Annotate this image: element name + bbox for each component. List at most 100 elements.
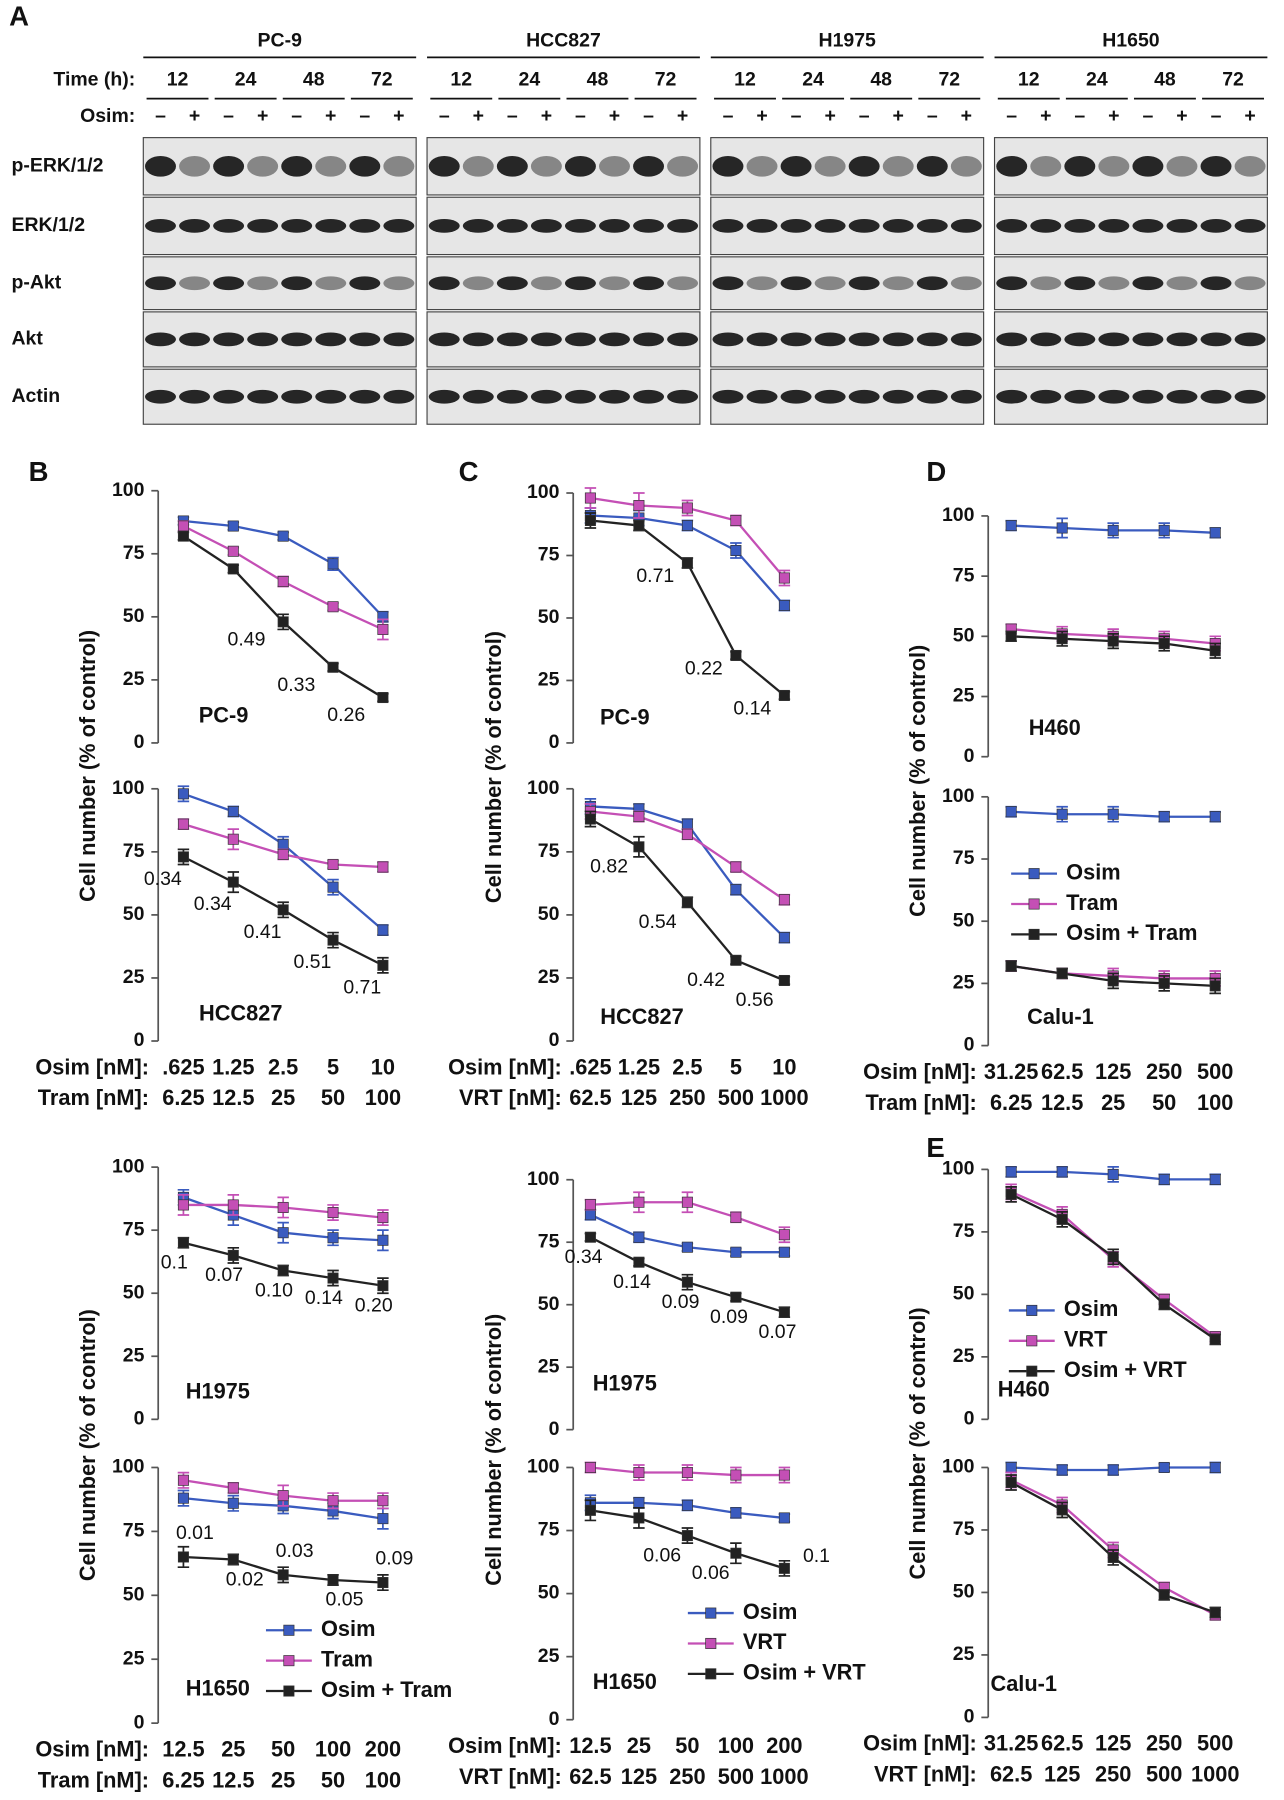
blot-band (633, 276, 665, 291)
blot-band (213, 155, 245, 177)
blot-band (996, 219, 1028, 233)
data-point (1056, 633, 1068, 645)
blot-band (1234, 276, 1266, 291)
blot-band (780, 219, 812, 233)
blot-band (315, 389, 347, 404)
ci-label: 0.06 (643, 1544, 681, 1566)
data-point (778, 1246, 790, 1258)
blot-band (315, 155, 347, 177)
blot-band (1166, 219, 1198, 233)
x-tick-label: 12.5 (1041, 1090, 1083, 1115)
blot-band (996, 276, 1028, 291)
data-point (778, 1562, 790, 1574)
blot-band (916, 219, 948, 233)
blot-band (712, 219, 744, 233)
x-tick-label: 50 (321, 1085, 345, 1110)
blot-band (428, 276, 460, 291)
data-point (584, 1231, 596, 1243)
time-value: 48 (870, 68, 892, 90)
legend-label: Osim (1064, 1296, 1118, 1321)
data-point (377, 1280, 389, 1292)
blot-band (1064, 389, 1096, 404)
x-tick-label: 25 (271, 1085, 295, 1110)
ci-label: 0.1 (161, 1252, 188, 1274)
data-point (584, 1209, 596, 1221)
blot-band (349, 332, 381, 347)
data-point (730, 544, 742, 557)
y-tick-label: 50 (123, 605, 145, 627)
y-tick-label: 100 (112, 1155, 145, 1177)
y-tick-label: 100 (112, 777, 145, 799)
y-tick-label: 0 (134, 1407, 145, 1429)
blot-band (349, 219, 381, 233)
y-tick-label: 100 (942, 785, 975, 807)
data-point (327, 1232, 339, 1244)
data-point (1056, 1166, 1068, 1178)
treatment-sign: – (1006, 105, 1017, 127)
blot-band (1132, 276, 1164, 291)
x-row-label: Osim [nM]: (448, 1054, 562, 1079)
y-tick-label: 100 (527, 777, 560, 799)
data-point (681, 1196, 693, 1208)
blot-band (281, 155, 313, 177)
x-tick-label: 25 (271, 1767, 295, 1792)
time-value: 24 (519, 68, 541, 90)
data-point (584, 492, 596, 504)
blot-band (780, 389, 812, 404)
blot-band (667, 219, 699, 233)
x-tick-label: 250 (1146, 1731, 1182, 1756)
y-tick-label: 75 (123, 840, 145, 862)
cell-line-label: H460 (1029, 715, 1081, 740)
blot-band (383, 332, 415, 347)
x-tick-label: 100 (365, 1085, 401, 1110)
data-point (177, 1237, 189, 1249)
data-point (1158, 1589, 1170, 1601)
treatment-sign: – (507, 105, 518, 127)
blot-band (1166, 276, 1198, 291)
x-row-label: Tram [nM]: (866, 1090, 977, 1115)
y-tick-label: 0 (134, 731, 145, 753)
data-point (1107, 808, 1119, 820)
y-tick-label: 50 (953, 1581, 975, 1603)
data-point (1107, 1551, 1119, 1563)
data-point (377, 861, 389, 873)
blot-band (814, 332, 846, 347)
blot-row-label: ERK/1/2 (11, 214, 85, 236)
blot-band (667, 332, 699, 347)
blot-band (848, 219, 880, 233)
legend-marker (283, 1624, 295, 1636)
data-point (227, 1554, 239, 1566)
time-value: 72 (371, 68, 393, 90)
y-tick-label: 50 (123, 903, 145, 925)
blot-band (281, 332, 313, 347)
blot-band (1064, 332, 1096, 347)
data-point (177, 530, 189, 542)
blot-band (882, 389, 914, 404)
data-point (1209, 527, 1221, 539)
x-tick-label: 100 (365, 1767, 401, 1792)
data-point (327, 1207, 339, 1219)
y-tick-label: 100 (527, 1168, 560, 1190)
time-value: 48 (587, 68, 609, 90)
blot-band (814, 155, 846, 177)
y-tick-label: 25 (123, 1647, 145, 1669)
blot-band (599, 276, 630, 291)
blot-band (667, 276, 699, 291)
blot-band (1030, 332, 1062, 347)
data-point (277, 904, 289, 916)
blot-band (950, 276, 982, 291)
data-point (277, 1490, 289, 1502)
y-tick-label: 75 (953, 1220, 975, 1242)
blot-band (1234, 332, 1266, 347)
data-point (1209, 1461, 1221, 1473)
data-point (327, 881, 339, 893)
data-point (277, 848, 289, 860)
cell-line-label: Calu-1 (990, 1671, 1057, 1696)
x-tick-label: 100 (718, 1733, 754, 1758)
treatment-sign: + (1040, 105, 1051, 127)
data-point (1107, 975, 1119, 987)
blot-band (814, 219, 846, 233)
x-row-label: Tram [nM]: (38, 1085, 149, 1110)
x-tick-label: 50 (675, 1733, 699, 1758)
